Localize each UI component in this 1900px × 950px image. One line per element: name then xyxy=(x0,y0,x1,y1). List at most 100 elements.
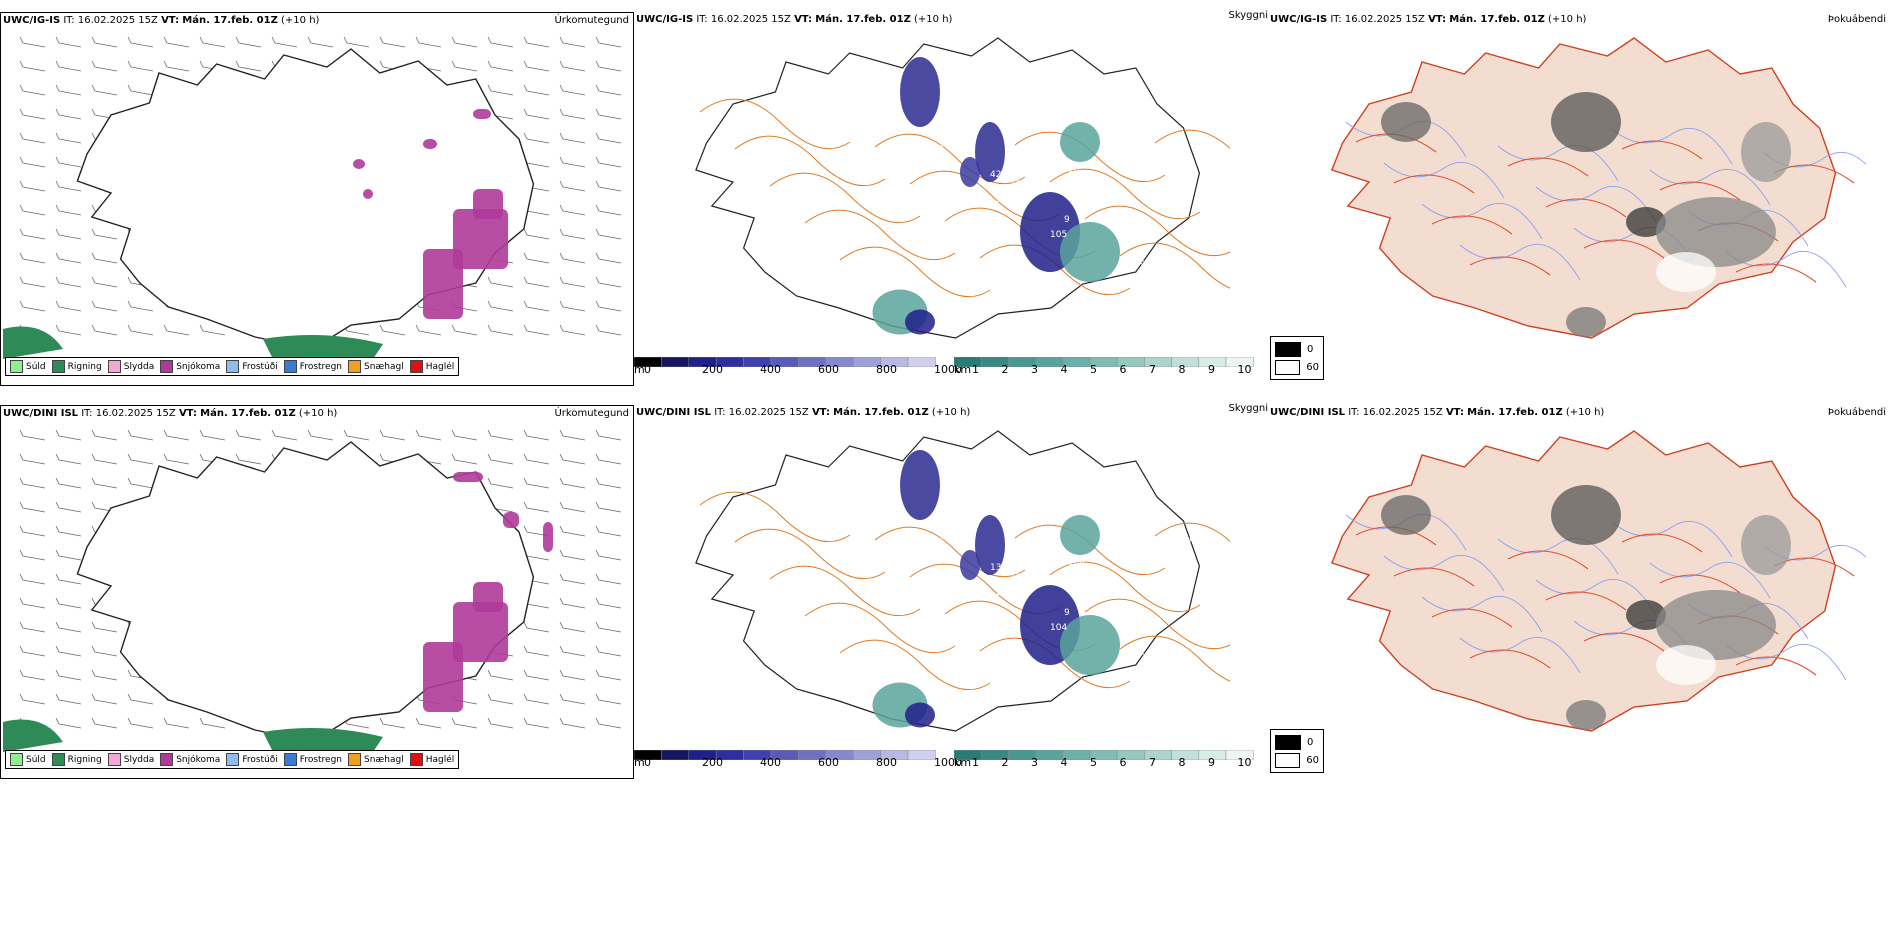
legend-swatch xyxy=(160,753,174,766)
legend-label: Frostúði xyxy=(242,754,278,765)
ceiling-label: 29 xyxy=(1078,583,1090,593)
fog-value: 60 xyxy=(1306,754,1319,766)
ceiling-colorbar: m 0 200 400 600 800 1000 xyxy=(633,352,962,382)
ceiling-label: 11 xyxy=(1120,628,1131,638)
legend-swatch xyxy=(51,753,65,766)
vt-label: VT: xyxy=(794,14,813,25)
ceiling-tick: 800 xyxy=(876,756,897,769)
forecast-row: UWC/IG-IS IT: 16.02.2025 15Z VT: Mán. 17… xyxy=(0,10,1900,386)
legend-swatch xyxy=(283,753,297,766)
legend-swatch xyxy=(409,360,423,373)
lead-time: (+10 h) xyxy=(914,14,953,25)
model-name: UWC/DINI ISL xyxy=(1270,407,1346,418)
ceiling-label: 225 xyxy=(1150,648,1167,658)
legend-swatch xyxy=(226,753,240,766)
legend-label: Súld xyxy=(26,754,46,765)
ceiling-label: 9 xyxy=(1064,608,1070,618)
legend-swatch xyxy=(10,753,23,766)
ceiling-label: 196 xyxy=(1195,608,1212,618)
visibility-bin xyxy=(1035,749,1064,761)
fog-value: 0 xyxy=(1307,343,1314,355)
precip-legend-item: Frostregn xyxy=(283,753,342,766)
lead-time: (+10 h) xyxy=(298,408,338,419)
panel-header: UWC/IG-IS IT: 16.02.2025 15Z VT: Mán. 17… xyxy=(636,14,952,25)
panel-header: UWC/DINI ISL IT: 16.02.2025 15Z VT: Mán.… xyxy=(3,408,337,419)
panel-type-precip: Úrkomutegund xyxy=(554,15,629,26)
vt-label: VT: xyxy=(161,15,180,26)
vt-value: Mán. 17.feb. 01Z xyxy=(833,407,929,418)
ceiling-label: 139 xyxy=(1010,180,1027,190)
model-name: UWC/IG-IS xyxy=(636,14,694,25)
ceiling-label: 104 xyxy=(1050,623,1067,633)
model-name: UWC/DINI ISL xyxy=(636,407,712,418)
legend-swatch xyxy=(10,360,23,373)
panel-header: UWC/DINI ISL IT: 16.02.2025 15Z VT: Mán.… xyxy=(1270,407,1604,418)
ceiling-label: 240 xyxy=(1080,708,1097,718)
legend-label: Rigning xyxy=(67,361,102,372)
fog-map xyxy=(1330,430,1866,732)
model-name: UWC/IG-IS xyxy=(1270,14,1328,25)
ceiling-colorbar: m 0 200 400 600 800 1000 xyxy=(633,745,962,775)
legend-label: Haglél xyxy=(425,361,455,372)
ceiling-tick: 400 xyxy=(760,756,781,769)
ceiling-label: 54 xyxy=(1125,297,1137,307)
ceiling-label: 25 xyxy=(932,538,943,548)
model-name: UWC/DINI ISL xyxy=(3,408,79,419)
ceiling-bin xyxy=(907,749,936,761)
fog-value: 0 xyxy=(1307,736,1314,748)
it-value: 16.02.2025 15Z xyxy=(728,407,809,418)
panel-type-visibility: Skyggni xyxy=(1228,403,1268,414)
ceiling-label: 136 xyxy=(940,347,957,352)
fog-swatch xyxy=(1275,359,1301,375)
visibility-panel: UWC/IG-IS IT: 16.02.2025 15Z VT: Mán. 17… xyxy=(633,10,1324,382)
fog-legend: 0 60 xyxy=(1270,729,1324,773)
vt-label: VT: xyxy=(178,408,197,419)
fog-swatch xyxy=(1275,752,1301,768)
it-value: 16.02.2025 15Z xyxy=(77,15,158,26)
ceiling-label: 75 xyxy=(940,503,951,513)
precip-type-panel: UWC/IG-IS IT: 16.02.2025 15Z VT: Mán. 17… xyxy=(0,12,634,386)
ceiling-label: 31 xyxy=(995,195,1006,205)
ceiling-label: 171 xyxy=(1180,628,1197,638)
ceiling-tick: 200 xyxy=(702,756,723,769)
precip-legend-item: Haglél xyxy=(409,753,454,766)
visibility-tick: 8 xyxy=(1178,756,1186,769)
precip-legend: Súld Rigning Slydda Snjókoma Frostúði Frostre… xyxy=(5,750,460,769)
legend-label: Snjókoma xyxy=(176,754,221,765)
visibility-tick: 6 xyxy=(1119,363,1127,376)
ceiling-tick: 0 xyxy=(644,756,651,769)
visibility-tick: 4 xyxy=(1060,756,1068,769)
ceiling-label: 105 xyxy=(1050,230,1067,240)
panel-type-fog: Þokuábendi xyxy=(1827,407,1886,418)
ceiling-tick: 800 xyxy=(876,363,897,376)
ceiling-label: 77 xyxy=(1140,548,1151,558)
ceiling-label: 172 xyxy=(1010,573,1027,583)
vt-value: Mán. 17.feb. 01Z xyxy=(815,14,911,25)
precip-legend-item: Snjókoma xyxy=(160,360,220,373)
vt-value: Mán. 17.feb. 01Z xyxy=(182,15,278,26)
ceiling-label: 137 xyxy=(1175,538,1192,548)
visibility-panel: UWC/DINI ISL IT: 16.02.2025 15Z VT: Mán.… xyxy=(633,403,1324,775)
ceiling-label: 4 xyxy=(1195,215,1201,225)
it-value: 16.02.2025 15Z xyxy=(1344,14,1425,25)
precip-legend-item: Rigning xyxy=(51,360,102,373)
ceiling-label: 14 xyxy=(1140,155,1152,165)
it-value: 16.02.2025 15Z xyxy=(1362,407,1443,418)
legend-swatch xyxy=(51,360,65,373)
legend-label: Slydda xyxy=(123,361,155,372)
legend-label: Snæhagl xyxy=(364,754,404,765)
lead-time: (+10 h) xyxy=(1548,14,1587,25)
fog-legend-item: 0 xyxy=(1275,340,1319,358)
vt-label: VT: xyxy=(1428,14,1447,25)
ceiling-label: 2 xyxy=(1120,235,1126,245)
visibility-tick: 4 xyxy=(1060,363,1068,376)
visibility-tick: 9 xyxy=(1208,756,1215,769)
precip-legend-item: Frostregn xyxy=(283,360,342,373)
precip-type-panel: UWC/DINI ISL IT: 16.02.2025 15Z VT: Mán.… xyxy=(0,405,634,779)
legend-swatch xyxy=(348,753,362,766)
vt-label: VT: xyxy=(811,407,830,418)
ceiling-bin xyxy=(661,749,690,761)
ceiling-label: 625 xyxy=(1130,668,1147,678)
legend-label: Snjókoma xyxy=(176,361,221,372)
